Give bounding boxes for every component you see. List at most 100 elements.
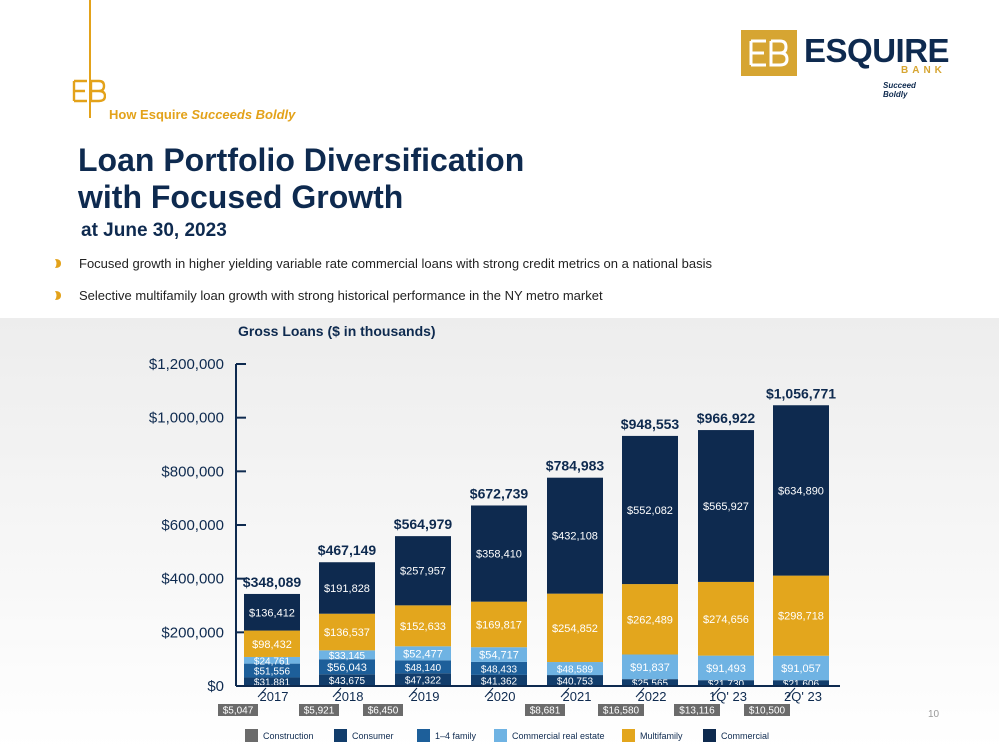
- page-title: Loan Portfolio Diversification with Focu…: [78, 142, 524, 216]
- construction-value-box: [744, 704, 790, 716]
- tagline-prefix: How Esquire: [109, 107, 192, 122]
- bar-segment-consumer: [395, 673, 451, 686]
- bar-segment-commercial: [547, 477, 603, 594]
- construction-value-label: $13,116: [679, 706, 715, 717]
- bar-data-label: $257,957: [400, 566, 446, 578]
- bullet-text: Selective multifamily loan growth with s…: [79, 288, 603, 303]
- bar-segment-commercial-real-estate: [547, 662, 603, 676]
- y-tick-label: $0: [207, 678, 224, 695]
- tagline-emphasis: Succeeds Boldly: [191, 107, 296, 122]
- legend-swatch: [245, 729, 258, 742]
- bar-data-label: $31,881: [254, 678, 291, 689]
- x-tick-label: 2021: [563, 689, 592, 704]
- construction-value-label: $5,047: [223, 706, 254, 717]
- bar-segment-multifamily: [773, 575, 829, 656]
- x-tick-label: 2Q' 23: [784, 689, 822, 704]
- bar-segment-consumer: [319, 674, 375, 686]
- construction-value-box: [525, 704, 565, 716]
- bar-data-label: $47,322: [405, 676, 442, 687]
- eb-monogram-icon: [72, 79, 106, 103]
- bar-data-label: $358,410: [476, 549, 522, 561]
- legend-swatch: [334, 729, 347, 742]
- bar-segment-consumer: [622, 679, 678, 686]
- bar-total-label: $348,089: [243, 574, 302, 590]
- y-tick-label: $200,000: [161, 624, 224, 641]
- page-subtitle: at June 30, 2023: [81, 220, 227, 241]
- bar-total-label: $467,149: [318, 542, 377, 558]
- bar-data-label: $21,730: [708, 679, 745, 690]
- logo-wordmark: ESQUIRE: [804, 32, 950, 69]
- bar-segment-commercial-real-estate: [471, 647, 527, 662]
- construction-value-label: $10,500: [749, 706, 786, 717]
- bar-data-label: $25,565: [632, 679, 669, 690]
- bar-data-label: $565,927: [703, 501, 749, 513]
- bullet-icon: [55, 259, 61, 268]
- legend-label: Construction: [263, 731, 314, 741]
- construction-value-box: [363, 704, 403, 716]
- bar-data-label: $262,489: [627, 614, 673, 626]
- construction-value-box: [674, 704, 720, 716]
- bar-data-label: $254,852: [552, 623, 598, 635]
- legend-label: Commercial real estate: [512, 731, 605, 741]
- construction-value-box: [598, 704, 644, 716]
- bullet-text: Focused growth in higher yielding variab…: [79, 256, 712, 271]
- x-tick-mark: [560, 687, 570, 698]
- bar-segment-commercial-real-estate: [395, 646, 451, 661]
- bar-segment-commercial: [773, 405, 829, 576]
- bar-data-label: $91,837: [630, 662, 670, 674]
- bar-segment-multifamily: [244, 630, 300, 657]
- esquire-bank-logo: ESQUIRE BANK Succeed Boldly: [741, 30, 950, 99]
- bar-segment-commercial: [698, 430, 754, 582]
- bar-segment-multifamily: [547, 593, 603, 663]
- bar-segment-1-4-family: [471, 661, 527, 675]
- bar-total-label: $1,056,771: [766, 385, 836, 401]
- construction-value-label: $5,921: [304, 706, 335, 717]
- bar-data-label: $298,718: [778, 611, 824, 623]
- x-tick-label: 2020: [487, 689, 516, 704]
- y-tick-label: $1,000,000: [149, 410, 224, 427]
- legend-swatch: [417, 729, 430, 742]
- construction-value-box: [218, 704, 258, 716]
- bar-data-label: $98,432: [252, 639, 292, 651]
- page-title-line-1: Loan Portfolio Diversification: [78, 142, 525, 178]
- accent-vertical-line: [89, 0, 91, 118]
- bar-data-label: $552,082: [627, 505, 673, 517]
- bar-data-label: $152,633: [400, 621, 446, 633]
- bullet-icon: [55, 291, 61, 300]
- bar-segment-multifamily: [395, 605, 451, 647]
- bar-data-label: $634,890: [778, 485, 824, 497]
- bar-total-label: $948,553: [621, 416, 680, 432]
- bar-segment-commercial: [471, 505, 527, 602]
- bar-data-label: $52,477: [403, 648, 443, 660]
- bar-data-label: $41,362: [481, 676, 518, 687]
- x-tick-mark: [635, 687, 645, 698]
- bar-data-label: $48,589: [557, 665, 594, 676]
- logo-eb-icon: [749, 39, 789, 67]
- bar-data-label: $48,140: [405, 663, 442, 674]
- legend-label: 1–4 family: [435, 731, 477, 741]
- bar-segment-1-4-family: [395, 660, 451, 674]
- bar-segment-consumer: [244, 677, 300, 686]
- x-tick-mark: [332, 687, 342, 698]
- x-tick-label: 2017: [260, 689, 289, 704]
- bar-segment-consumer: [773, 680, 829, 686]
- bar-segment-multifamily: [698, 581, 754, 656]
- x-tick-mark: [408, 687, 418, 698]
- bar-segment-multifamily: [471, 601, 527, 648]
- bar-total-label: $966,922: [697, 410, 756, 426]
- y-tick-label: $800,000: [161, 463, 224, 480]
- y-tick-label: $1,200,000: [149, 356, 224, 373]
- bar-data-label: $169,817: [476, 619, 522, 631]
- y-tick-label: $600,000: [161, 517, 224, 534]
- bar-segment-commercial-real-estate: [773, 655, 829, 681]
- bar-data-label: $54,717: [479, 650, 519, 662]
- x-tick-label: 2018: [335, 689, 364, 704]
- x-tick-label: 1Q' 23: [709, 689, 747, 704]
- bar-data-label: $274,656: [703, 614, 749, 626]
- logo-bank-text: BANK: [901, 65, 946, 76]
- x-tick-label: 2019: [411, 689, 440, 704]
- bar-data-label: $136,537: [324, 627, 370, 639]
- bar-segment-multifamily: [622, 584, 678, 655]
- bar-segment-commercial: [244, 593, 300, 631]
- bar-total-label: $784,983: [546, 458, 605, 474]
